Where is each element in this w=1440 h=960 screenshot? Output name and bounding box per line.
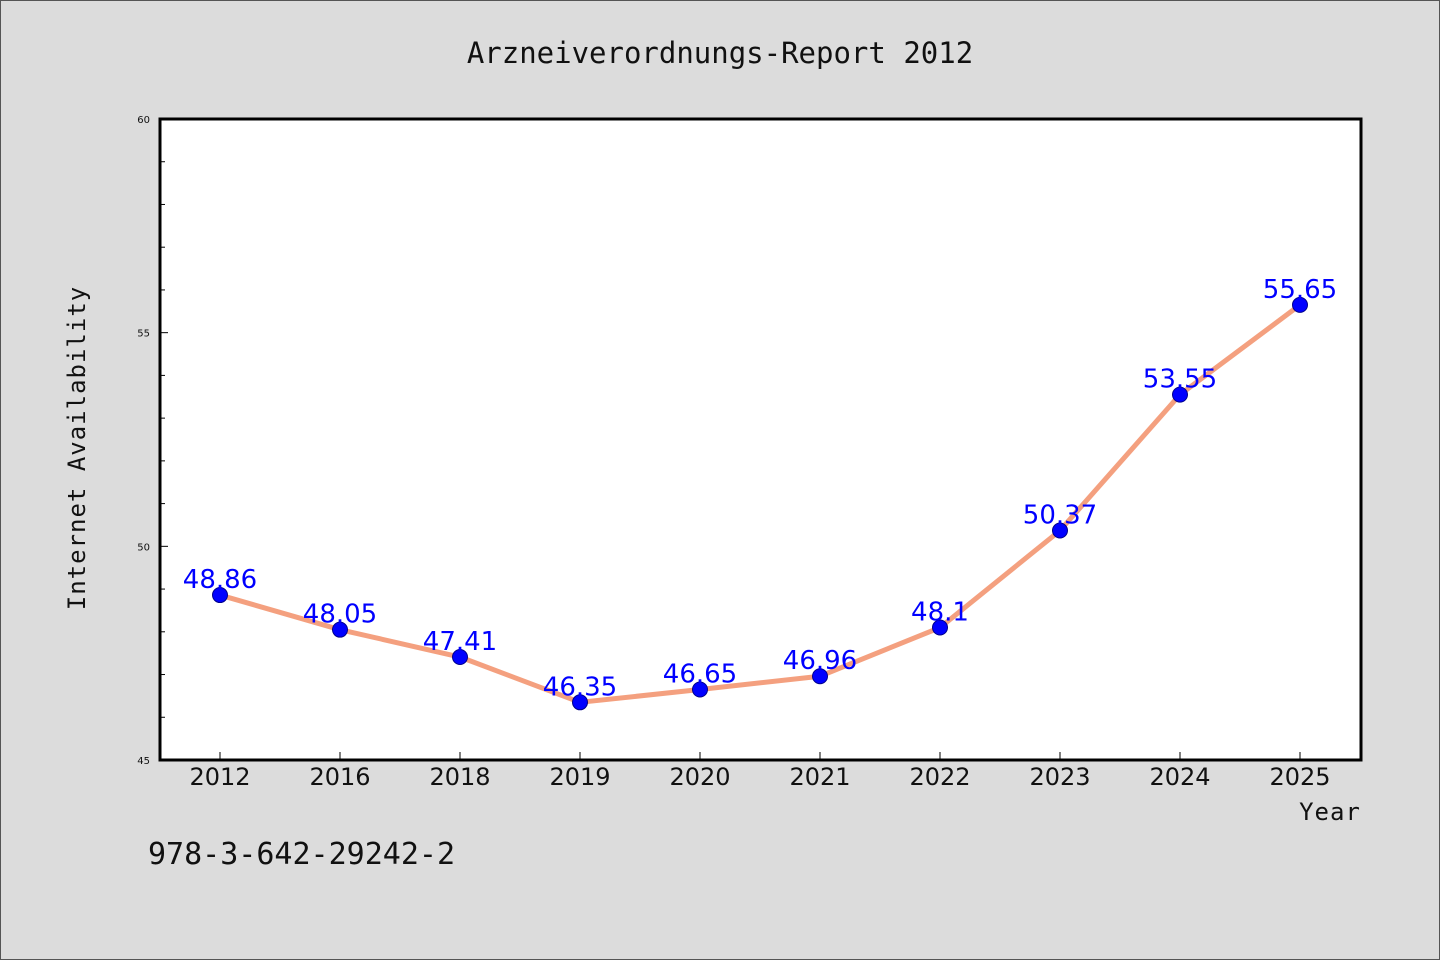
x-tick-label-2012: 2012 (189, 763, 250, 791)
chart-title: Arzneiverordnungs-Report 2012 (467, 36, 973, 70)
y-tick-labels: 45 50 55 60 (137, 115, 150, 767)
x-tick-label-2023: 2023 (1029, 763, 1090, 791)
data-label-2016: 48.05 (303, 600, 377, 630)
data-point-2022 (932, 619, 948, 636)
x-tick-label-2018: 2018 (429, 763, 490, 791)
x-tick-labels: 2012 2016 2018 2019 2020 2021 2022 2023 2024 2025 (189, 763, 1330, 791)
data-point-2024 (1172, 386, 1188, 403)
footnote-isbn: 978-3-642-29242-2 (148, 837, 455, 872)
x-tick-label-2025: 2025 (1269, 763, 1330, 791)
x-tick-label-2021: 2021 (789, 763, 850, 791)
data-point-2025 (1292, 296, 1308, 313)
x-tick-label-2022: 2022 (909, 763, 970, 791)
data-point-2016 (332, 621, 348, 638)
x-tick-label-2024: 2024 (1149, 763, 1210, 791)
series-line (217, 302, 1303, 705)
plot-area (160, 119, 1361, 760)
data-label-2022: 48.1 (911, 598, 969, 628)
data-markers (212, 296, 1308, 711)
data-point-2023 (1052, 522, 1068, 539)
x-tick-label-2019: 2019 (549, 763, 610, 791)
plot-frame (158, 117, 1363, 762)
data-point-2020 (692, 681, 708, 698)
data-label-2024: 53.55 (1143, 365, 1217, 395)
data-point-2019 (572, 694, 588, 711)
data-label-2012: 48.86 (183, 565, 257, 595)
x-tick-label-2020: 2020 (669, 763, 730, 791)
y-axis-label: Internet Availability (63, 286, 91, 610)
data-point-2021 (812, 668, 828, 685)
data-point-2018 (452, 649, 468, 666)
data-label-2023: 50.37 (1023, 501, 1097, 531)
data-label-2020: 46.65 (663, 659, 737, 689)
series-line-group (217, 302, 1303, 705)
data-point-2012 (212, 587, 228, 604)
data-label-2018: 47.41 (423, 627, 497, 657)
data-label-2025: 55.65 (1263, 275, 1337, 305)
y-tick-label-1: 50 (137, 542, 150, 553)
y-tick-label-2: 55 (137, 329, 150, 340)
data-label-2021: 46.96 (783, 646, 857, 676)
data-labels: 48.86 48.05 47.41 46.35 46.65 46.96 48.1 50.37 5… (183, 275, 1337, 702)
y-tick-label-3: 60 (137, 115, 150, 126)
y-tick-label-0: 45 (137, 756, 150, 767)
x-tick-label-2016: 2016 (309, 763, 370, 791)
data-label-2019: 46.35 (543, 672, 617, 702)
x-axis-label: Year (1299, 798, 1361, 826)
